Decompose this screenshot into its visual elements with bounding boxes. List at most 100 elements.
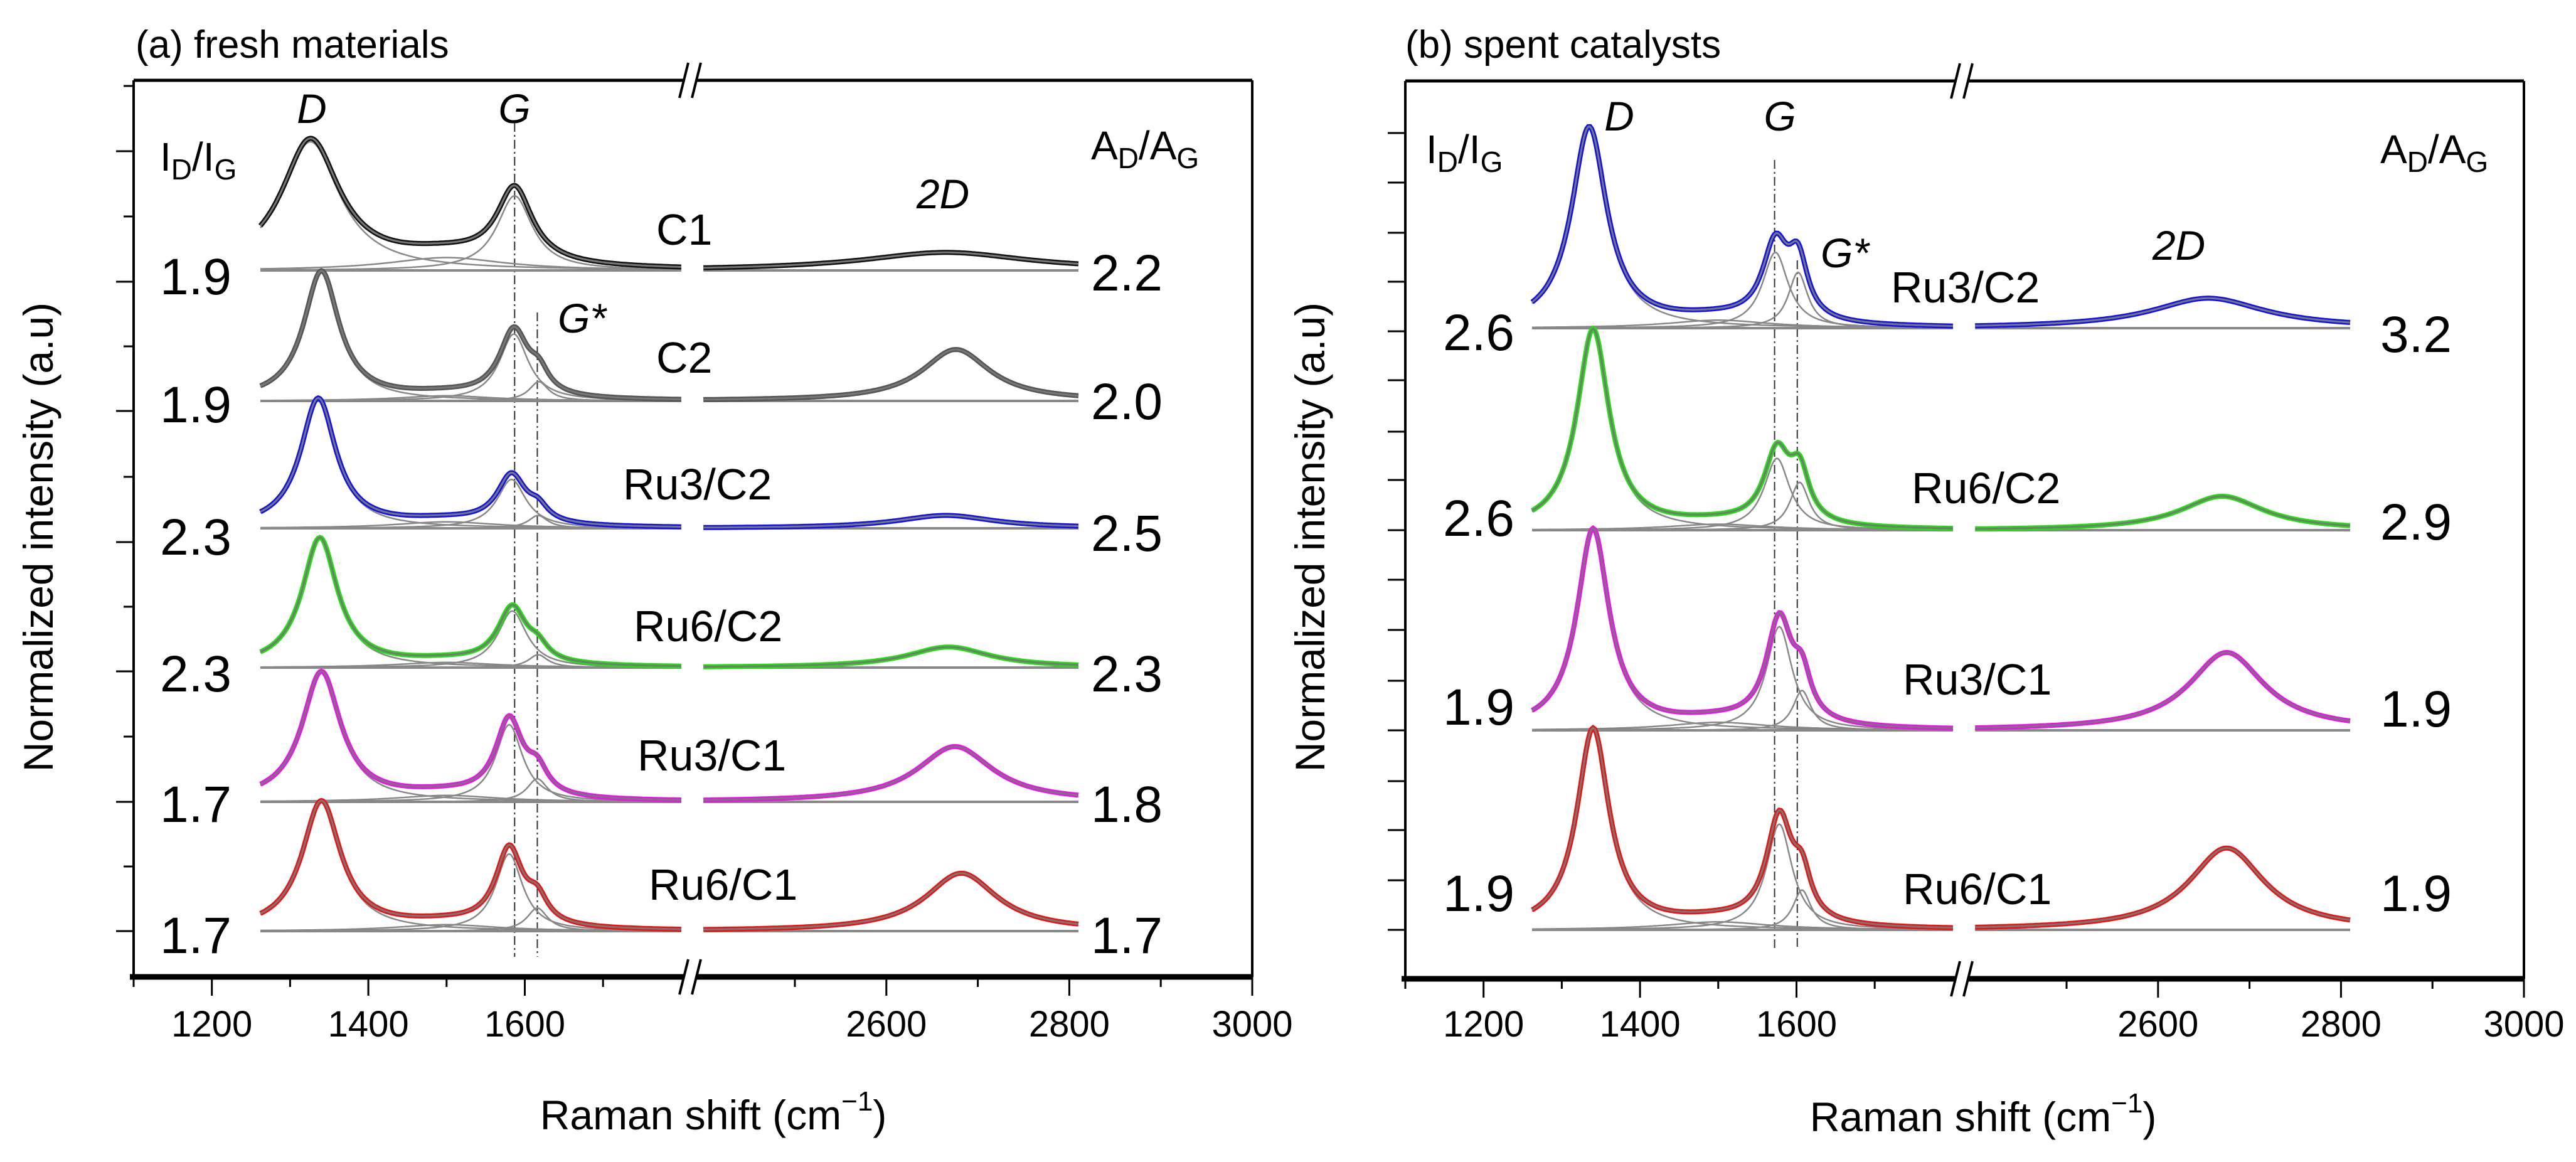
fit-component-g: [260, 610, 681, 668]
id-ig-value: 1.7: [160, 907, 232, 964]
fit-envelope-2d: [703, 646, 1079, 668]
x-tick-label: 1400: [328, 1004, 409, 1045]
axis-break-mark: [1962, 961, 1974, 997]
axis-break-mark: [1950, 63, 1961, 99]
fit-envelope-2d: [1975, 297, 2351, 327]
fit-component-d: [1531, 329, 1953, 531]
fit-envelope-2d: [703, 514, 1079, 529]
axis-break-mark: [678, 959, 689, 995]
x-tick-label: 1200: [1443, 1004, 1524, 1045]
axis-break-gap: [684, 972, 697, 982]
spectrum-first-order: [259, 535, 681, 669]
fit-component-g: [1532, 252, 1953, 329]
panel-a-fresh-materials: (a) fresh materials Normalized intensity…: [15, 23, 1293, 1138]
fit-component-g-star: [1532, 271, 1953, 329]
ad-ag-value: 1.7: [1091, 907, 1163, 964]
fit-component-d3: [260, 257, 681, 270]
fit-component-g-star: [260, 777, 681, 803]
x-tick-label: 1600: [484, 1004, 565, 1045]
fit-envelope-first-order: [1531, 727, 1953, 929]
axis-break-gap: [1956, 974, 1969, 984]
spectrum-2d: [703, 346, 1079, 402]
fit-envelope-first-order: [1531, 328, 1953, 530]
fit-component-g: [260, 723, 681, 802]
sample-label: Ru3/C2: [1891, 263, 2040, 312]
id-ig-value: 2.6: [1443, 490, 1514, 547]
series-ru6-c2: Ru6/C2 2.6 2.9: [1443, 325, 2452, 551]
x-tick-label: 2600: [846, 1004, 927, 1045]
id-ig-header: ID/IG: [160, 134, 237, 186]
spectrum-first-order: [1530, 124, 1953, 329]
fit-component-g: [1532, 626, 1953, 731]
fit-envelope-first-order: [260, 536, 681, 668]
series-ru6-c1: Ru6/C1 1.7 1.7: [160, 797, 1163, 964]
sample-label: Ru3/C2: [623, 460, 772, 509]
y-axis-label: Normalized intensity (a.u): [1287, 302, 1333, 772]
ad-ag-header: AD/AG: [2380, 127, 2488, 178]
fit-envelope-first-order: [260, 670, 681, 801]
band-label-d: D: [1604, 93, 1634, 139]
fit-component-g-star: [260, 381, 681, 402]
x-tick-label: 2600: [2117, 1004, 2198, 1045]
fit-envelope-first-order: [259, 137, 681, 268]
x-axis-label: Raman shift (cm−1): [540, 1086, 887, 1138]
fit-envelope-2d: [1975, 847, 2351, 929]
id-ig-value: 2.6: [1443, 304, 1514, 361]
spectrum-first-order: [259, 395, 681, 530]
id-ig-value: 2.3: [160, 509, 232, 566]
sample-label: Ru6/C2: [1912, 464, 2060, 513]
series-ru3-c2: Ru3/C2 2.6 3.2: [1443, 124, 2452, 363]
fit-component-d: [260, 398, 681, 529]
fit-envelope-2d: [703, 251, 1079, 269]
x-tick-label: 1200: [171, 1004, 252, 1045]
ad-ag-value: 1.9: [2380, 681, 2452, 738]
fit-envelope-first-order: [260, 269, 681, 400]
axis-break-mark: [1950, 961, 1961, 997]
fit-component-g: [260, 333, 681, 402]
x-tick-label: 2800: [2301, 1004, 2382, 1045]
id-ig-value: 1.9: [1443, 679, 1514, 736]
spectrum-first-order: [1530, 325, 1954, 531]
sample-label: Ru6/C1: [1903, 865, 2052, 914]
series-c1: C1 1.9 2.2: [160, 136, 1163, 306]
fit-envelope-2d: [1975, 651, 2351, 729]
series-c2: C2 1.9 2.0: [160, 268, 1163, 434]
ad-ag-value: 1.9: [2380, 865, 2452, 922]
id-ig-value: 2.3: [160, 646, 232, 703]
series-ru6-c1: Ru6/C1 1.9 1.9: [1443, 724, 2452, 931]
x-tick-label: 3000: [2483, 1004, 2564, 1045]
band-label-g: G: [1764, 93, 1796, 139]
axis-break-gap: [684, 75, 697, 85]
ad-ag-header: AD/AG: [1091, 123, 1199, 174]
series-ru3-c1: Ru3/C1 1.9 1.9: [1443, 525, 2452, 738]
panel-b-spent-catalysts: (b) spent catalysts Normalized intensity…: [1287, 23, 2565, 1140]
sample-label: Ru6/C1: [649, 860, 797, 909]
spectrum-first-order: [1531, 724, 1953, 930]
axis-break-mark: [678, 62, 689, 99]
fit-component-g-star: [260, 654, 681, 669]
band-label-d: D: [297, 85, 327, 132]
x-tick-label: 1400: [1600, 1004, 1681, 1045]
fit-component-g-star: [1532, 481, 1953, 531]
fit-envelope-2d: [703, 872, 1079, 930]
panel-title: (a) fresh materials: [136, 23, 449, 67]
fit-envelope-2d: [703, 348, 1079, 401]
band-label-g-star: G*: [1821, 230, 1870, 276]
axis-break-mark: [1962, 63, 1974, 99]
fit-envelope-2d: [703, 745, 1079, 801]
x-axis-label: Raman shift (cm−1): [1810, 1088, 2157, 1140]
band-label-2d: 2D: [2152, 222, 2205, 269]
band-label-2d: 2D: [916, 171, 969, 217]
series-ru3-c2: Ru3/C2 2.3 2.5: [160, 395, 1163, 566]
fit-component-d: [260, 141, 681, 270]
fit-envelope-first-order: [260, 397, 681, 528]
axis-break-gap: [1956, 76, 1969, 86]
panel-title: (b) spent catalysts: [1405, 23, 1721, 67]
fit-component-d: [260, 538, 681, 668]
y-axis-label: Normalized intensity (a.u): [15, 302, 61, 772]
x-tick-label: 2800: [1029, 1004, 1110, 1045]
sample-label: C1: [656, 205, 712, 254]
spectrum-first-order: [1531, 525, 1954, 731]
spectrum-first-order: [258, 136, 681, 270]
